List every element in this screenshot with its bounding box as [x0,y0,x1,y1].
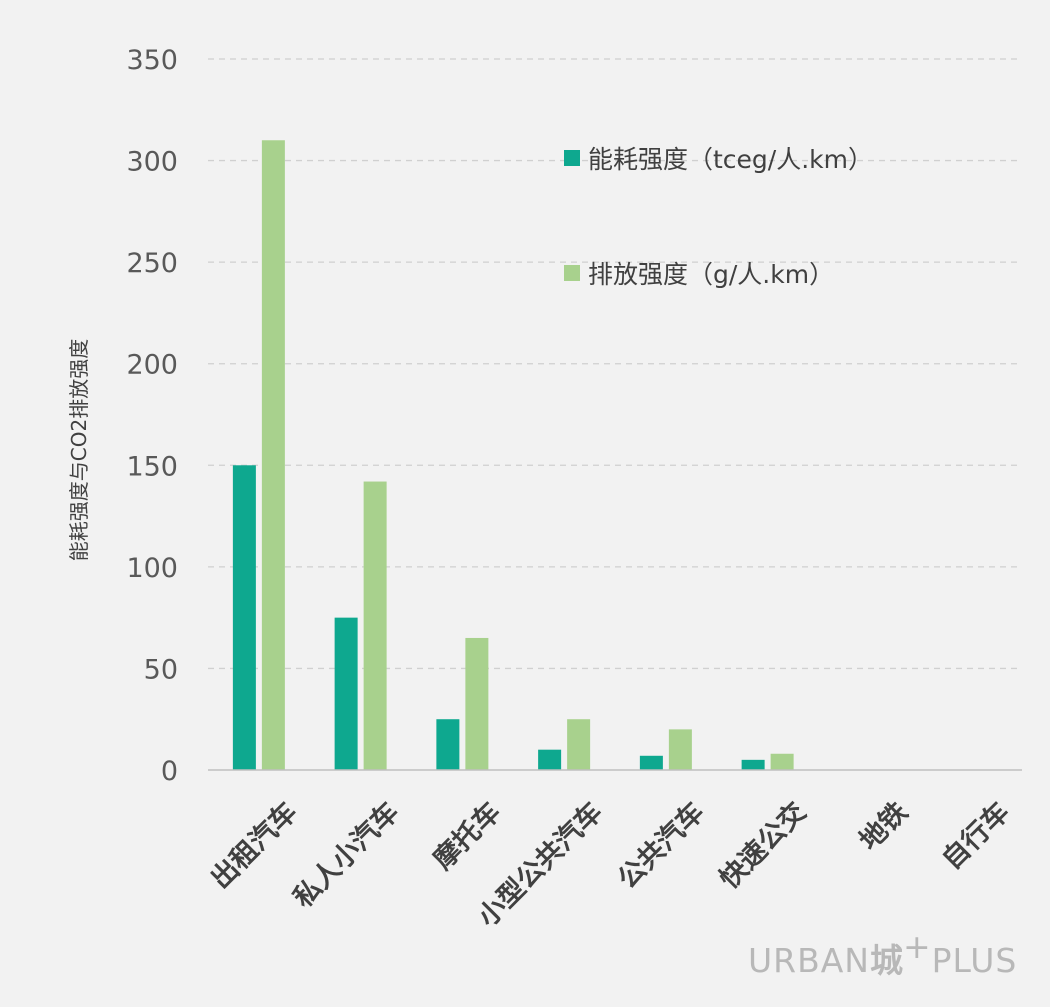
x-tick-label: 出租汽车 [204,796,303,895]
legend-item-emission: 排放强度（g/人.km） [564,260,834,289]
legend-label-energy: 能耗强度（tceg/人.km） [588,145,873,174]
x-tick-label: 私人小汽车 [287,796,405,914]
bar-emission-intensity [261,140,285,770]
y-tick-label: 0 [161,756,178,787]
y-tick-labels: 0 50 100 150 200 250 300 350 [126,45,178,787]
y-tick-label: 200 [126,350,178,381]
y-tick-label: 350 [126,45,178,76]
urban-plus-logo: URBAN城+PLUS [748,927,1017,980]
bar-energy-intensity [538,749,562,770]
x-tick-label: 公共汽车 [611,796,710,895]
bar-emission-intensity [668,729,692,770]
y-tick-label: 150 [126,451,178,482]
bar-emission-intensity [363,481,387,770]
bar-energy-intensity [436,719,460,770]
legend-label-emission: 排放强度（g/人.km） [588,260,834,289]
bar-emission-intensity [465,637,489,770]
logo-text: URBAN城+PLUS [748,927,1017,980]
legend: 能耗强度（tceg/人.km） 排放强度（g/人.km） [564,145,873,289]
x-tick-label: 摩托车 [427,796,507,876]
legend-swatch-emission [564,265,580,281]
bar-energy-intensity [741,759,765,770]
bar-emission-intensity [567,719,591,770]
legend-swatch-energy [564,150,580,166]
x-tick-label: 自行车 [936,796,1016,876]
y-tick-label: 250 [126,248,178,279]
y-tick-label: 100 [126,553,178,584]
y-axis-label: 能耗强度与CO2排放强度 [67,339,91,561]
bar-emission-intensity [770,753,794,770]
legend-item-energy: 能耗强度（tceg/人.km） [564,145,873,174]
y-tick-label: 50 [144,654,178,685]
bars [232,140,794,770]
bar-energy-intensity [334,617,358,770]
bar-energy-intensity [639,755,663,770]
bar-energy-intensity [232,465,256,770]
grid-lines [208,58,1022,670]
y-tick-label: 300 [126,147,178,178]
x-tick-label: 快速公交 [713,796,812,895]
x-tick-label: 地铁 [854,797,914,857]
